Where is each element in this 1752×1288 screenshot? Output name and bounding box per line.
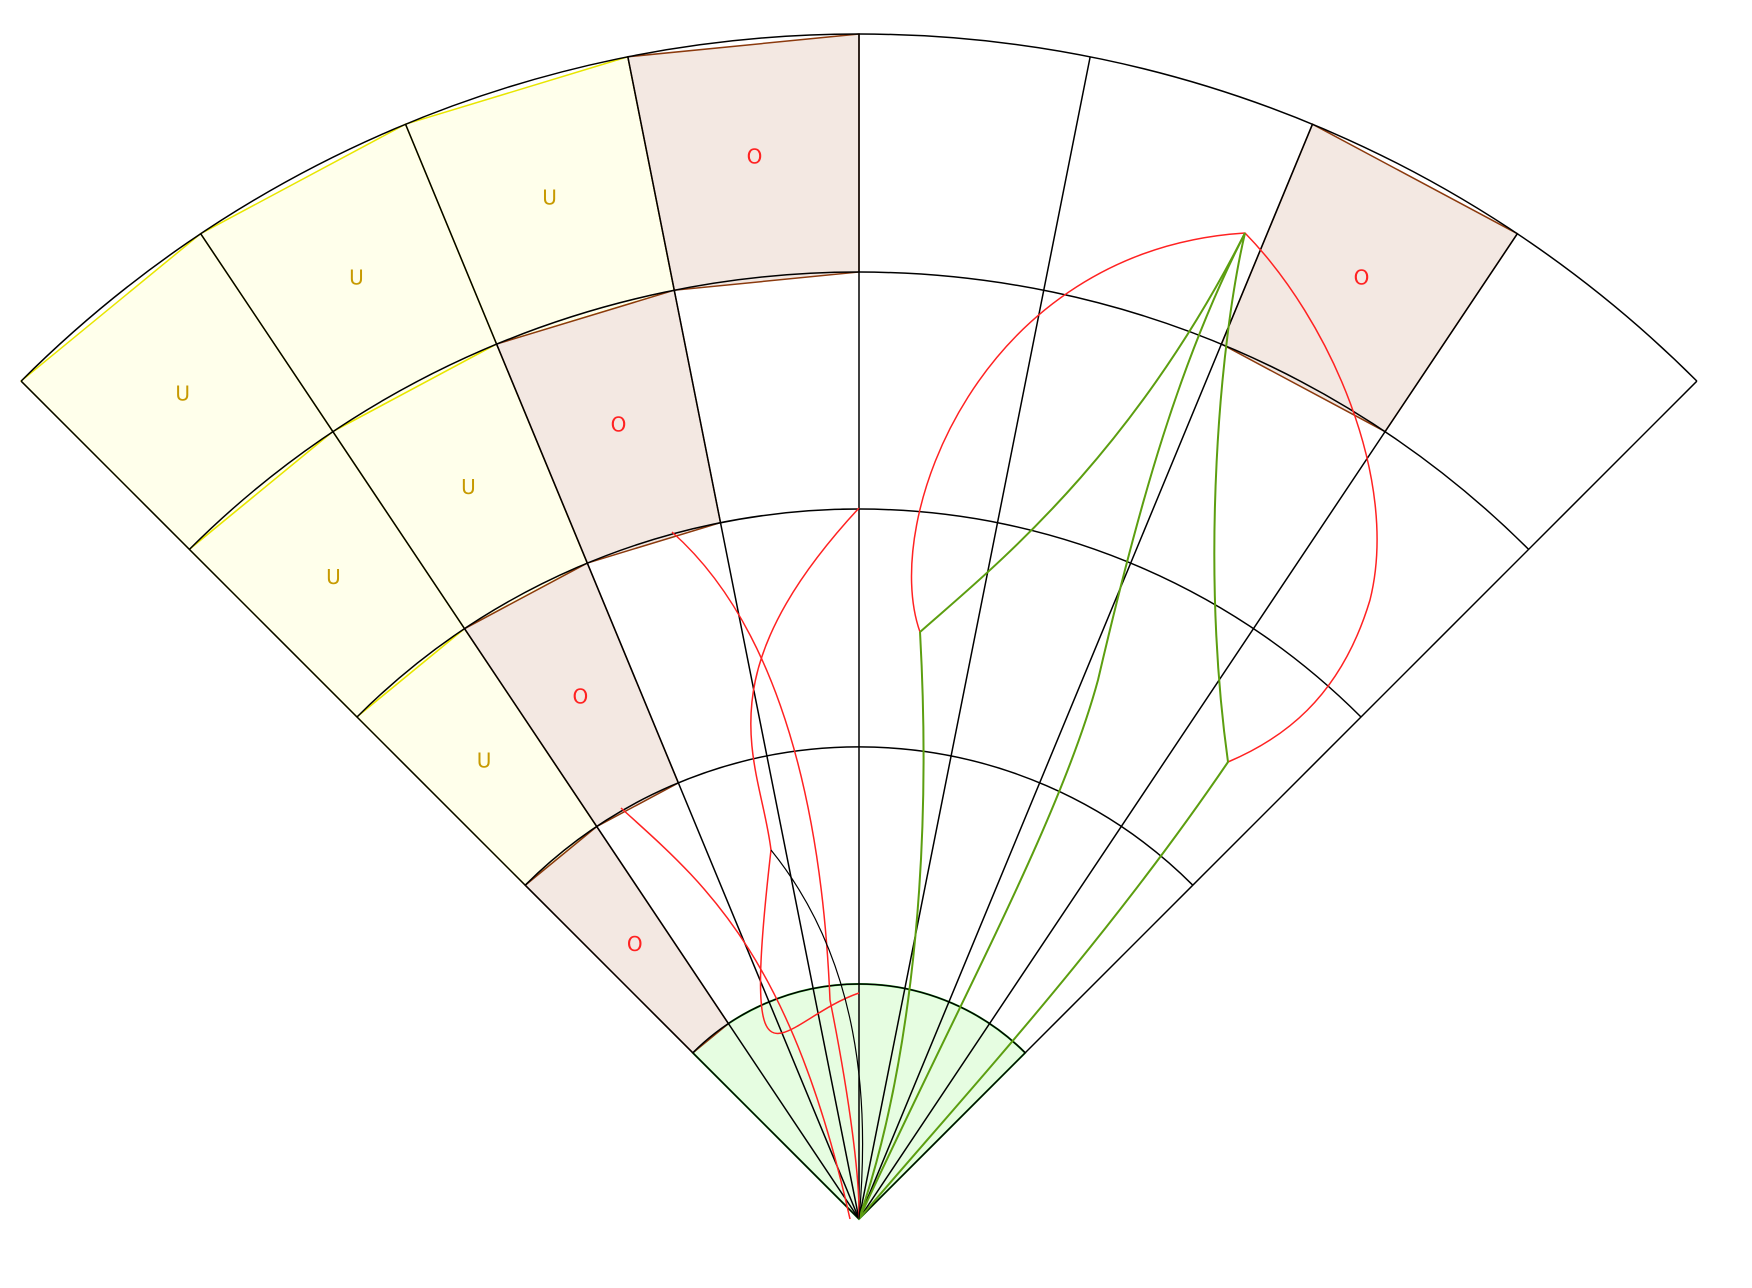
grid-ray-7: [858, 233, 1518, 1220]
cell-labels: U U U U U U O O O O O: [175, 145, 1369, 957]
polar-grid: [20, 33, 1698, 1220]
grid-ray-2: [404, 123, 860, 1220]
u-label-2: U: [542, 185, 557, 209]
grid-ray-3: [627, 56, 860, 1220]
o-label-2: O: [573, 684, 589, 708]
grid-ray-6: [858, 123, 1314, 1220]
red-curve-1: [671, 531, 860, 1220]
olive-curve-1: [858, 232, 1246, 1220]
grid-ray-0: [20, 380, 860, 1220]
grid-ray-1: [200, 233, 860, 1220]
olive-curve-3: [858, 631, 925, 1220]
grid-ray-5: [858, 56, 1091, 1220]
olive-curve-0: [919, 232, 1246, 633]
o-label-1: O: [611, 413, 627, 437]
olive-curve-2: [858, 232, 1246, 1220]
o-label-4: O: [1354, 265, 1370, 289]
u-label-4: U: [461, 475, 476, 499]
o-label-0: O: [747, 145, 763, 169]
red-curve-3: [910, 232, 1378, 763]
curves: [620, 232, 1378, 1220]
cell-fills: [19, 33, 1519, 1221]
u-label-5: U: [477, 749, 492, 773]
u-label-0: U: [175, 381, 190, 405]
red-curve-0: [750, 507, 860, 1035]
black-curve: [770, 849, 864, 1220]
u-label-1: U: [349, 265, 364, 289]
grid-ray-8: [858, 380, 1698, 1220]
o-label-3: O: [627, 932, 643, 956]
red-curve-2: [620, 807, 851, 1220]
u-label-3: U: [326, 565, 341, 589]
